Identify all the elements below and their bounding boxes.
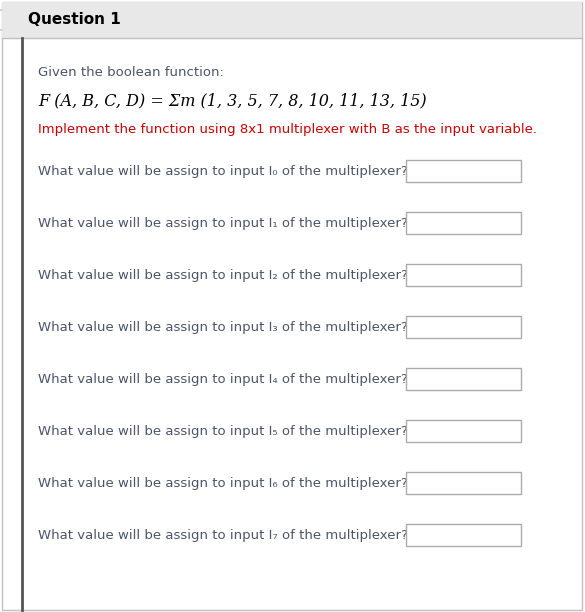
Text: F (A, B, C, D) = Σm (1, 3, 5, 7, 8, 10, 11, 13, 15): F (A, B, C, D) = Σm (1, 3, 5, 7, 8, 10, …	[38, 92, 426, 110]
FancyBboxPatch shape	[406, 264, 521, 286]
FancyBboxPatch shape	[406, 420, 521, 442]
FancyBboxPatch shape	[406, 212, 521, 234]
Text: What value will be assign to input I₄ of the multiplexer?: What value will be assign to input I₄ of…	[38, 373, 408, 386]
FancyBboxPatch shape	[406, 524, 521, 546]
Text: Given the boolean function:: Given the boolean function:	[38, 67, 224, 80]
Text: Implement the function using 8x1 multiplexer with B as the input variable.: Implement the function using 8x1 multipl…	[38, 122, 537, 135]
Text: What value will be assign to input I₂ of the multiplexer?: What value will be assign to input I₂ of…	[38, 269, 408, 282]
Text: What value will be assign to input I₁ of the multiplexer?: What value will be assign to input I₁ of…	[38, 217, 408, 230]
Text: What value will be assign to input I₇ of the multiplexer?: What value will be assign to input I₇ of…	[38, 529, 408, 542]
Text: What value will be assign to input I₆ of the multiplexer?: What value will be assign to input I₆ of…	[38, 477, 408, 490]
FancyBboxPatch shape	[406, 316, 521, 338]
Text: Question 1: Question 1	[28, 12, 121, 28]
FancyBboxPatch shape	[406, 368, 521, 390]
FancyBboxPatch shape	[2, 2, 582, 38]
FancyBboxPatch shape	[406, 160, 521, 182]
FancyBboxPatch shape	[406, 472, 521, 494]
Text: What value will be assign to input I₀ of the multiplexer?: What value will be assign to input I₀ of…	[38, 165, 408, 177]
Text: What value will be assign to input I₃ of the multiplexer?: What value will be assign to input I₃ of…	[38, 321, 408, 334]
Text: What value will be assign to input I₅ of the multiplexer?: What value will be assign to input I₅ of…	[38, 425, 408, 438]
